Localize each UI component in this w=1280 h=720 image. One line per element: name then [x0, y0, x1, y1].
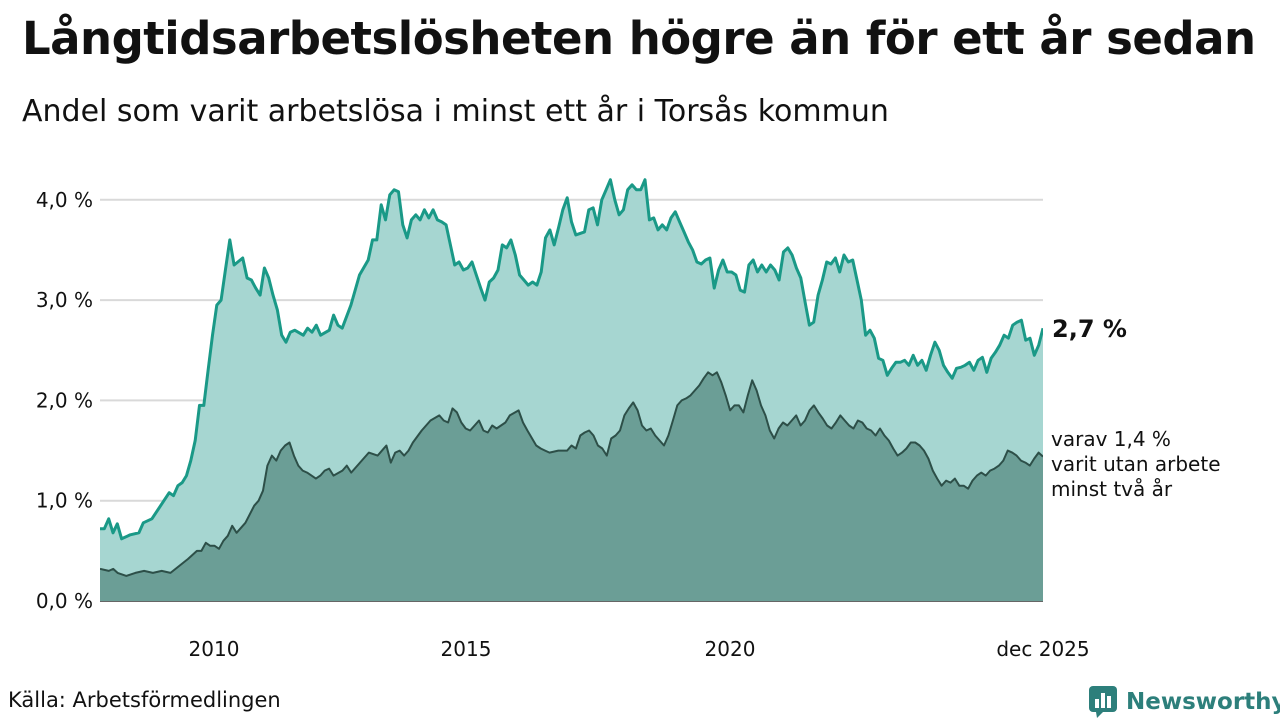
newsworthy-icon	[1089, 686, 1117, 718]
chart-subtitle: Andel som varit arbetslösa i minst ett å…	[22, 94, 889, 129]
sub-end-label-line: varav 1,4 %	[1051, 427, 1171, 451]
brand-name: Newsworthy	[1126, 689, 1280, 715]
y-tick-label: 2,0 %	[36, 388, 93, 412]
area-sub	[100, 372, 1043, 601]
line-main	[100, 178, 1043, 541]
x-tick-label: dec 2025	[996, 637, 1089, 661]
x-tick-label: 2015	[441, 637, 492, 661]
y-tick-label: 3,0 %	[36, 288, 93, 312]
sub-end-label-line: varit utan arbete	[1051, 452, 1221, 476]
y-tick-label: 4,0 %	[36, 188, 93, 212]
x-tick-label: 2010	[189, 637, 240, 661]
x-tick-label: 2020	[705, 637, 756, 661]
axis-labels: 0,0 % 1,0 % 2,0 % 3,0 % 4,0 % 2010 2015 2020 dec…	[36, 188, 1090, 661]
source-note: Källa: Arbetsförmedlingen	[8, 688, 281, 712]
series-areas	[100, 179, 1043, 601]
sub-end-label-line: minst två år	[1051, 477, 1173, 501]
chart-title: Långtidsarbetslösheten högre än för ett …	[22, 12, 1256, 65]
brand-logo: Newsworthy	[1088, 684, 1280, 720]
line-sub	[100, 371, 1043, 577]
series-lines	[100, 178, 1043, 577]
main-end-label: 2,7 %	[1052, 315, 1127, 343]
y-tick-label: 1,0 %	[36, 489, 93, 513]
y-tick-label: 0,0 %	[36, 589, 93, 613]
